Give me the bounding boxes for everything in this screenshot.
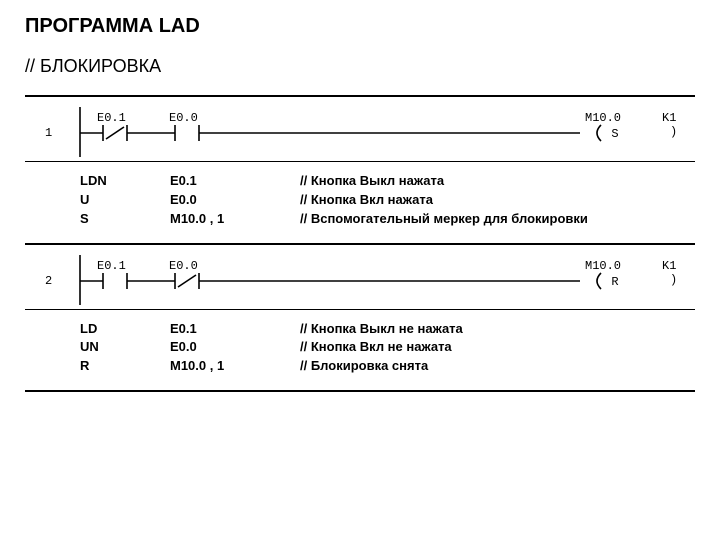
stl-line: UE0.0// Кнопка Вкл нажата (80, 191, 685, 210)
stl-operand: M10.0 , 1 (170, 357, 300, 376)
stl-instr: LD (80, 320, 170, 339)
page-title: ПРОГРАММА LAD (25, 15, 695, 38)
stl-operand: E0.0 (170, 338, 300, 357)
rung-1: E0.1E0.0M10.0K1)1S (25, 97, 695, 161)
stl-line: LDE0.1// Кнопка Выкл не нажата (80, 320, 685, 339)
svg-text:R: R (611, 275, 618, 289)
stl-operand: M10.0 , 1 (170, 210, 300, 229)
stl-comment: // Блокировка снята (300, 357, 685, 376)
stl-line: LDNE0.1// Кнопка Выкл нажата (80, 172, 685, 191)
stl-comment: // Вспомогательный меркер для блокировки (300, 210, 685, 229)
stl-block-2: LDE0.1// Кнопка Выкл не нажатаUNE0.0// К… (25, 310, 695, 391)
stl-instr: U (80, 191, 170, 210)
stl-operand: E0.1 (170, 320, 300, 339)
stl-line: SM10.0 , 1// Вспомогательный меркер для … (80, 210, 685, 229)
stl-block-1: LDNE0.1// Кнопка Выкл нажатаUE0.0// Кноп… (25, 162, 695, 243)
stl-comment: // Кнопка Вкл нажата (300, 191, 685, 210)
rung-2: E0.1E0.0M10.0K1)2R (25, 245, 695, 309)
divider (25, 390, 695, 392)
stl-instr: UN (80, 338, 170, 357)
stl-operand: E0.0 (170, 191, 300, 210)
stl-comment: // Кнопка Выкл не нажата (300, 320, 685, 339)
stl-operand: E0.1 (170, 172, 300, 191)
stl-instr: R (80, 357, 170, 376)
stl-instr: S (80, 210, 170, 229)
stl-instr: LDN (80, 172, 170, 191)
stl-comment: // Кнопка Вкл не нажата (300, 338, 685, 357)
stl-line: UNE0.0// Кнопка Вкл не нажата (80, 338, 685, 357)
stl-comment: // Кнопка Выкл нажата (300, 172, 685, 191)
stl-line: RM10.0 , 1// Блокировка снята (80, 357, 685, 376)
page-subtitle: // БЛОКИРОВКА (25, 56, 695, 77)
svg-text:S: S (611, 127, 618, 141)
